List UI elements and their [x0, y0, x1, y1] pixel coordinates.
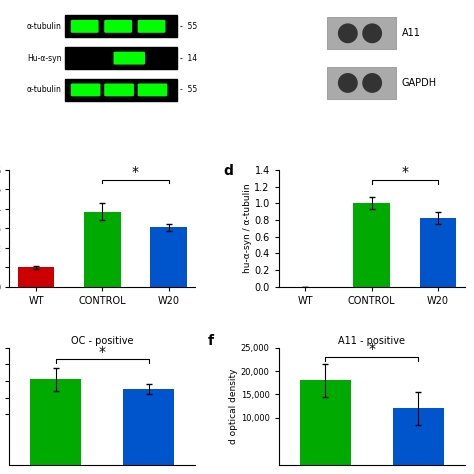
Bar: [300, 381, 351, 465]
FancyBboxPatch shape: [104, 20, 132, 33]
Text: *: *: [401, 165, 408, 179]
Title: A11 - positive: A11 - positive: [338, 336, 405, 346]
FancyBboxPatch shape: [137, 20, 165, 33]
FancyBboxPatch shape: [327, 67, 396, 99]
Text: *: *: [368, 342, 375, 356]
FancyBboxPatch shape: [65, 79, 177, 101]
FancyBboxPatch shape: [65, 16, 177, 37]
Circle shape: [362, 73, 382, 93]
Text: α-tubulin: α-tubulin: [27, 22, 62, 31]
Circle shape: [362, 23, 382, 43]
Y-axis label: d optical density: d optical density: [229, 368, 238, 444]
Title: OC - positive: OC - positive: [71, 336, 134, 346]
Bar: [18, 267, 55, 287]
Circle shape: [338, 23, 358, 43]
Text: A11: A11: [401, 28, 420, 38]
FancyBboxPatch shape: [327, 18, 396, 49]
Bar: [30, 379, 82, 465]
Y-axis label: hu-α-syn / α-tubulin: hu-α-syn / α-tubulin: [243, 183, 252, 273]
Text: *: *: [132, 164, 139, 179]
Text: -  55: - 55: [180, 85, 198, 94]
Text: *: *: [99, 345, 106, 358]
Bar: [84, 212, 120, 287]
Bar: [392, 409, 444, 465]
FancyBboxPatch shape: [137, 83, 167, 96]
Text: α-tubulin: α-tubulin: [27, 85, 62, 94]
Bar: [150, 227, 187, 287]
Bar: [123, 390, 174, 465]
FancyBboxPatch shape: [65, 47, 177, 69]
Bar: [354, 203, 390, 287]
Text: GAPDH: GAPDH: [401, 78, 437, 88]
FancyBboxPatch shape: [113, 52, 145, 64]
Text: d: d: [223, 164, 233, 178]
Text: -  55: - 55: [180, 22, 198, 31]
Circle shape: [338, 73, 358, 93]
Text: f: f: [208, 334, 214, 347]
FancyBboxPatch shape: [71, 83, 100, 96]
Text: Hu-α-syn: Hu-α-syn: [27, 54, 62, 63]
FancyBboxPatch shape: [71, 20, 99, 33]
Bar: [419, 218, 456, 287]
FancyBboxPatch shape: [104, 83, 134, 96]
Text: -  14: - 14: [180, 54, 198, 63]
